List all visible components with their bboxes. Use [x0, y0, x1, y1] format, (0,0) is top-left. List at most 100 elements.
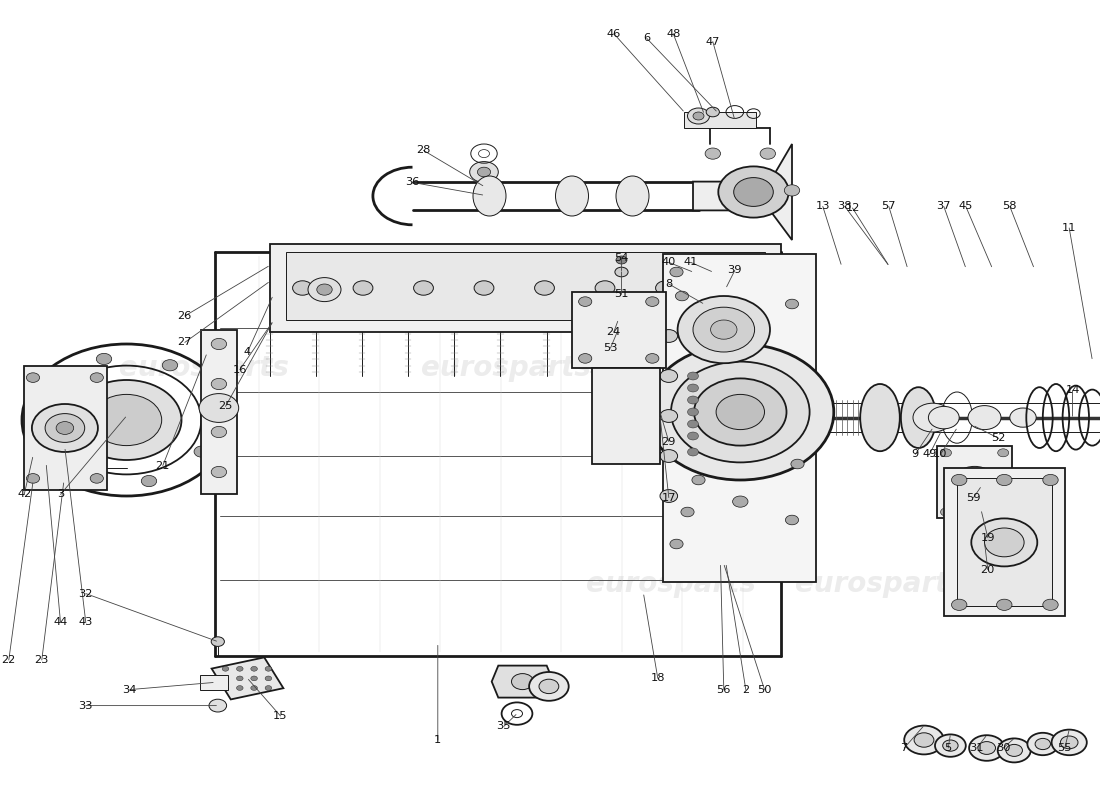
Circle shape: [693, 112, 704, 120]
Circle shape: [791, 459, 804, 469]
Circle shape: [646, 297, 659, 306]
Circle shape: [26, 474, 40, 483]
Circle shape: [716, 394, 764, 430]
Circle shape: [660, 450, 678, 462]
Bar: [684, 112, 756, 128]
Circle shape: [72, 380, 182, 460]
Text: 42: 42: [18, 490, 31, 499]
Circle shape: [194, 446, 209, 458]
Circle shape: [211, 426, 227, 438]
Circle shape: [971, 518, 1037, 566]
Circle shape: [688, 384, 698, 392]
Circle shape: [222, 676, 229, 681]
Circle shape: [785, 515, 799, 525]
Circle shape: [646, 354, 659, 363]
Polygon shape: [211, 658, 284, 699]
Text: 33: 33: [78, 701, 94, 710]
Circle shape: [681, 507, 694, 517]
Circle shape: [952, 599, 967, 610]
Circle shape: [678, 296, 770, 363]
Text: 17: 17: [661, 493, 676, 502]
Text: eurosparts: eurosparts: [421, 354, 591, 382]
Text: 51: 51: [614, 290, 629, 299]
Text: 14: 14: [1065, 386, 1080, 395]
Ellipse shape: [616, 176, 649, 216]
Circle shape: [414, 281, 433, 295]
Circle shape: [45, 414, 85, 442]
Text: 49: 49: [922, 450, 937, 459]
Text: 15: 15: [273, 711, 288, 721]
Circle shape: [734, 178, 773, 206]
Circle shape: [660, 410, 678, 422]
Circle shape: [202, 398, 218, 410]
Circle shape: [26, 373, 40, 382]
Circle shape: [1010, 408, 1036, 427]
Circle shape: [236, 676, 243, 681]
Circle shape: [1043, 474, 1058, 486]
Text: 30: 30: [996, 743, 1011, 753]
Text: eurosparts: eurosparts: [586, 570, 756, 598]
Circle shape: [660, 490, 678, 502]
Circle shape: [56, 422, 74, 434]
Circle shape: [265, 676, 272, 681]
Circle shape: [998, 738, 1031, 762]
Text: 16: 16: [232, 365, 248, 374]
Bar: [663, 254, 816, 582]
Circle shape: [251, 666, 257, 671]
Text: 25: 25: [218, 402, 233, 411]
Text: 46: 46: [607, 29, 620, 38]
Circle shape: [694, 378, 786, 446]
Circle shape: [660, 330, 678, 342]
Circle shape: [940, 508, 952, 516]
Text: 36: 36: [405, 178, 420, 187]
Circle shape: [477, 167, 491, 177]
Circle shape: [474, 281, 494, 295]
Ellipse shape: [473, 176, 506, 216]
Text: 19: 19: [980, 533, 996, 542]
Text: 48: 48: [666, 29, 681, 38]
Circle shape: [1043, 599, 1058, 610]
Text: 2: 2: [742, 685, 749, 694]
Circle shape: [943, 740, 958, 751]
Circle shape: [1027, 733, 1058, 755]
Circle shape: [969, 735, 1004, 761]
Text: 3: 3: [57, 490, 64, 499]
Circle shape: [222, 686, 229, 690]
Circle shape: [90, 373, 103, 382]
Bar: [944, 468, 1065, 616]
Text: 57: 57: [881, 202, 896, 211]
Text: 1: 1: [434, 735, 441, 745]
Circle shape: [675, 291, 689, 301]
Circle shape: [1005, 744, 1023, 757]
Circle shape: [91, 394, 162, 446]
Text: 24: 24: [607, 327, 620, 337]
Circle shape: [211, 378, 227, 390]
Bar: [957, 478, 1052, 606]
Circle shape: [718, 166, 789, 218]
Circle shape: [760, 148, 775, 159]
Text: 29: 29: [661, 437, 676, 446]
Circle shape: [688, 372, 698, 380]
Circle shape: [952, 474, 967, 486]
Circle shape: [997, 599, 1012, 610]
Circle shape: [1052, 730, 1087, 755]
Text: 41: 41: [683, 258, 698, 267]
Circle shape: [656, 281, 675, 295]
Text: 9: 9: [912, 450, 918, 459]
Text: 37: 37: [936, 202, 952, 211]
Circle shape: [211, 637, 224, 646]
Text: 54: 54: [614, 253, 629, 262]
Circle shape: [998, 449, 1009, 457]
Circle shape: [317, 284, 332, 295]
Text: 23: 23: [34, 655, 50, 665]
Circle shape: [716, 281, 736, 295]
Text: 44: 44: [54, 618, 67, 627]
Circle shape: [539, 679, 559, 694]
Circle shape: [984, 528, 1024, 557]
Text: 22: 22: [2, 655, 15, 665]
Bar: [200, 675, 228, 690]
Circle shape: [671, 362, 810, 462]
Circle shape: [904, 726, 944, 754]
Text: 7: 7: [901, 743, 908, 753]
Circle shape: [688, 448, 698, 456]
